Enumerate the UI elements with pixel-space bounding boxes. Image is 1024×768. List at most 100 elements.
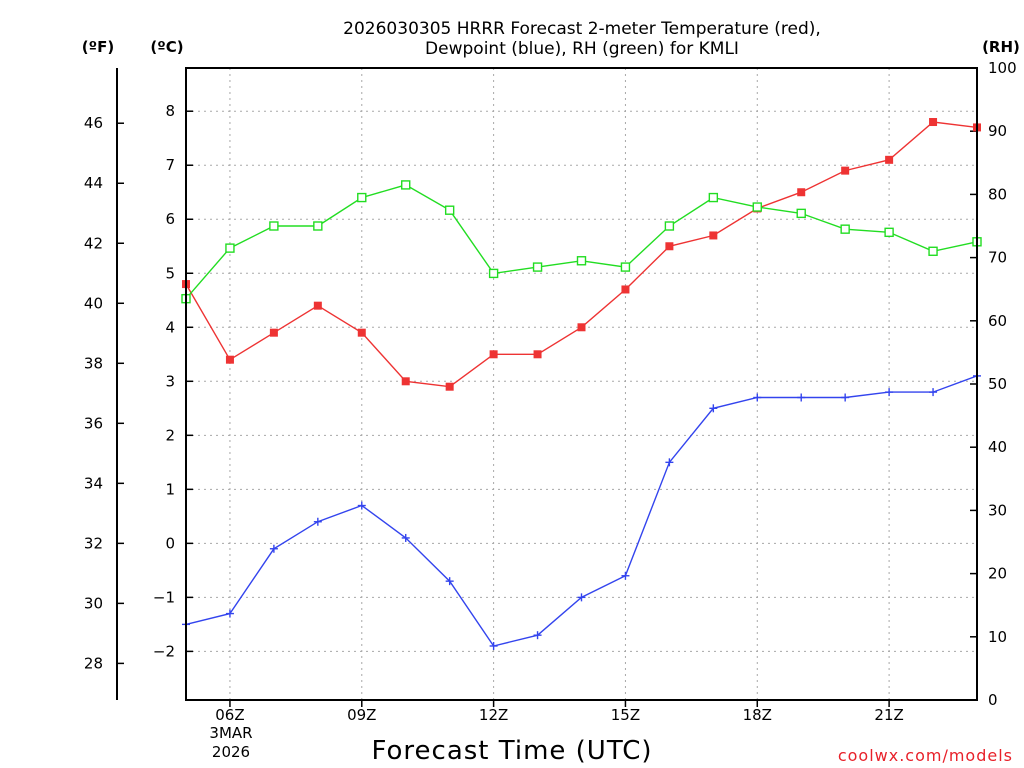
dewpoint-point: [841, 393, 850, 402]
rh-tick-label: 70: [988, 249, 1007, 267]
chart-title-line-2: Dewpoint (blue), RH (green) for KMLI: [425, 39, 739, 59]
dewpoint-point: [621, 571, 630, 580]
rh-point: [928, 246, 938, 256]
fahrenheit-tick-label: 40: [84, 294, 103, 312]
2-meter-temperature-point: [797, 188, 806, 197]
credit-link[interactable]: coolwx.com/models: [838, 746, 1013, 765]
rh-point: [796, 208, 806, 219]
celsius-tick-label: −1: [153, 588, 175, 606]
2-meter-temperature-point: [445, 382, 454, 391]
axis-layer: 06Z 09Z 12Z 15Z 18Z 21Z−2−1012345678283032343…: [84, 59, 1017, 724]
rh-tick-label: 0: [988, 691, 998, 709]
x-tick-label: 09Z: [347, 706, 376, 724]
dewpoint-point: [445, 577, 454, 586]
dewpoint-point: [885, 388, 894, 397]
rh-tick-label: 60: [988, 312, 1007, 330]
celsius-tick-label: 5: [165, 264, 175, 282]
x-tick-label: 06Z: [215, 706, 244, 724]
rh-tick-label: 20: [988, 565, 1007, 583]
dewpoint-point: [225, 609, 234, 618]
2-meter-temperature-point: [709, 231, 718, 240]
x-date-year-label: 2026: [212, 743, 250, 761]
series-layer: [181, 118, 982, 650]
rh-point: [708, 192, 719, 203]
rh-point: [620, 262, 631, 272]
fahrenheit-tick-label: 44: [84, 174, 103, 192]
rh-point: [532, 262, 543, 272]
rh-point: [488, 268, 499, 279]
dewpoint-point: [665, 458, 674, 467]
2-meter-temperature-point: [401, 377, 410, 386]
celsius-tick-label: 6: [165, 210, 175, 228]
dewpoint-point: [929, 388, 938, 397]
2-meter-temperature-point: [269, 328, 278, 337]
celsius-tick-label: 3: [165, 372, 175, 390]
celsius-tick-label: 1: [165, 480, 175, 498]
dewpoint-line: [185, 375, 978, 647]
fahrenheit-tick-label: 32: [84, 534, 103, 552]
rh-point: [269, 221, 279, 231]
rh-point: [401, 180, 411, 190]
dewpoint-point: [797, 393, 806, 402]
rh-tick-label: 90: [988, 122, 1007, 140]
rh-point: [225, 243, 235, 253]
celsius-tick-label: −2: [153, 642, 175, 660]
rh-axis-unit: (RH): [982, 38, 1020, 56]
celsius-tick-label: 8: [165, 102, 175, 120]
rh-point: [840, 224, 850, 234]
fahrenheit-tick-label: 42: [84, 234, 103, 252]
2-meter-temperature-point: [489, 350, 498, 359]
2-meter-temperature-point: [885, 155, 894, 164]
rh-tick-label: 50: [988, 375, 1007, 393]
2-meter-temperature-line: [185, 121, 978, 388]
2-meter-temperature-point: [533, 350, 542, 359]
2-meter-temperature-point: [841, 166, 850, 175]
fahrenheit-tick-label: 36: [84, 414, 103, 432]
grid-layer: [186, 68, 977, 700]
2-meter-temperature-point: [577, 323, 586, 332]
rh-tick-label: 80: [988, 185, 1007, 203]
x-date-day-label: 3MAR: [209, 724, 252, 742]
fahrenheit-tick-label: 38: [84, 354, 103, 372]
fahrenheit-axis-unit: (ºF): [82, 38, 114, 56]
dewpoint-point: [577, 593, 586, 602]
rh-point: [752, 202, 762, 212]
dewpoint-point: [269, 544, 278, 553]
dewpoint-point: [489, 641, 498, 650]
dewpoint-point: [753, 393, 762, 402]
chart-title-line-1: 2026030305 HRRR Forecast 2-meter Tempera…: [343, 19, 821, 39]
celsius-tick-label: 0: [165, 534, 175, 552]
fahrenheit-tick-label: 28: [84, 654, 103, 672]
rh-point: [664, 221, 675, 231]
rh-tick-label: 30: [988, 501, 1007, 519]
fahrenheit-tick-label: 34: [84, 474, 103, 492]
dewpoint-point: [401, 533, 410, 542]
2-meter-temperature-point: [225, 355, 234, 364]
rh-point: [357, 192, 367, 203]
rh-point: [576, 256, 587, 266]
rh-tick-label: 100: [988, 59, 1017, 77]
rh-tick-label: 40: [988, 438, 1007, 456]
x-axis-label: Forecast Time (UTC): [371, 736, 652, 766]
celsius-tick-label: 7: [165, 156, 175, 174]
dewpoint-point: [533, 631, 542, 640]
fahrenheit-tick-label: 30: [84, 594, 103, 612]
dewpoint-point: [709, 404, 718, 413]
2-meter-temperature-point: [313, 301, 322, 310]
rh-point: [884, 227, 894, 238]
dewpoint-point: [313, 517, 322, 526]
2-meter-temperature-point: [621, 285, 630, 294]
rh-line: [185, 184, 978, 300]
rh-tick-label: 10: [988, 628, 1007, 646]
celsius-axis-unit: (ºC): [150, 38, 183, 56]
2-meter-temperature-point: [929, 118, 938, 127]
x-tick-label: 12Z: [479, 706, 508, 724]
2-meter-temperature-point: [665, 242, 674, 251]
plot-frame: [185, 67, 978, 701]
celsius-tick-label: 4: [165, 318, 175, 336]
celsius-tick-label: 2: [165, 426, 175, 444]
x-tick-label: 15Z: [611, 706, 640, 724]
fahrenheit-tick-label: 46: [84, 114, 103, 132]
dewpoint-point: [357, 501, 366, 510]
